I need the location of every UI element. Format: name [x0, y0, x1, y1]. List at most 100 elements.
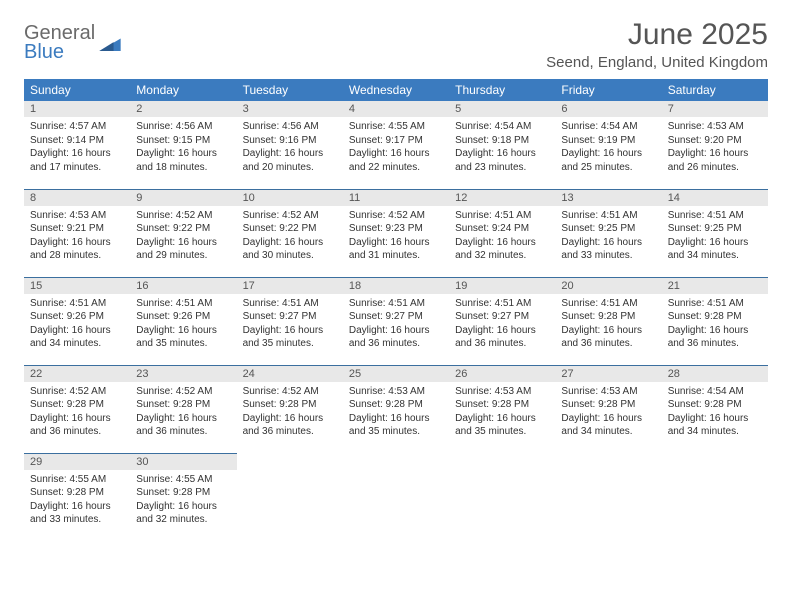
sunset-line: Sunset: 9:28 PM — [561, 310, 655, 324]
day-number: 26 — [449, 366, 555, 382]
calendar-cell: 5Sunrise: 4:54 AMSunset: 9:18 PMDaylight… — [449, 101, 555, 189]
sunset-line: Sunset: 9:28 PM — [455, 398, 549, 412]
calendar-cell: 22Sunrise: 4:52 AMSunset: 9:28 PMDayligh… — [24, 365, 130, 453]
sunset-line: Sunset: 9:17 PM — [349, 134, 443, 148]
day-number: 6 — [555, 101, 661, 117]
sunset-line: Sunset: 9:28 PM — [30, 486, 124, 500]
day-number: 17 — [237, 278, 343, 294]
day-body: Sunrise: 4:54 AMSunset: 9:28 PMDaylight:… — [662, 382, 768, 443]
day-number: 10 — [237, 190, 343, 206]
sunset-line: Sunset: 9:20 PM — [668, 134, 762, 148]
day-body: Sunrise: 4:52 AMSunset: 9:22 PMDaylight:… — [130, 206, 236, 267]
day-number: 15 — [24, 278, 130, 294]
calendar-cell: 7Sunrise: 4:53 AMSunset: 9:20 PMDaylight… — [662, 101, 768, 189]
logo: General Blue — [24, 18, 121, 62]
calendar-cell: 6 Sunrise: 4:54 AMSunset: 9:19 PMDaylight… — [555, 101, 661, 189]
sunrise-line: Sunrise: 4:52 AM — [349, 209, 443, 223]
daylight-line: Daylight: 16 hours and 36 minutes. — [243, 412, 337, 439]
logo-line2: Blue — [24, 41, 64, 63]
sunset-line: Sunset: 9:22 PM — [243, 222, 337, 236]
day-body: Sunrise: 4:55 AMSunset: 9:17 PMDaylight:… — [343, 117, 449, 178]
day-number: 25 — [343, 366, 449, 382]
day-number: 20 — [555, 278, 661, 294]
day-number: 22 — [24, 366, 130, 382]
calendar-cell: 11Sunrise: 4:52 AMSunset: 9:23 PMDayligh… — [343, 189, 449, 277]
sunset-line: Sunset: 9:26 PM — [30, 310, 124, 324]
sunset-line: Sunset: 9:28 PM — [561, 398, 655, 412]
day-body: Sunrise: 4:52 AMSunset: 9:28 PMDaylight:… — [237, 382, 343, 443]
daylight-line: Daylight: 16 hours and 36 minutes. — [561, 324, 655, 351]
day-header: Tuesday — [237, 79, 343, 101]
day-header: Thursday — [449, 79, 555, 101]
calendar-cell: 20Sunrise: 4:51 AMSunset: 9:28 PMDayligh… — [555, 277, 661, 365]
sunset-line: Sunset: 9:28 PM — [30, 398, 124, 412]
daylight-line: Daylight: 16 hours and 33 minutes. — [30, 500, 124, 527]
sunset-line: Sunset: 9:16 PM — [243, 134, 337, 148]
day-body: Sunrise: 4:51 AMSunset: 9:26 PMDaylight:… — [24, 294, 130, 355]
daylight-line: Daylight: 16 hours and 34 minutes. — [668, 236, 762, 263]
sunset-line: Sunset: 9:28 PM — [668, 398, 762, 412]
calendar-cell: 13Sunrise: 4:51 AMSunset: 9:25 PMDayligh… — [555, 189, 661, 277]
calendar-cell: 30Sunrise: 4:55 AMSunset: 9:28 PMDayligh… — [130, 453, 236, 541]
day-number: 14 — [662, 190, 768, 206]
day-body: Sunrise: 4:51 AMSunset: 9:28 PMDaylight:… — [662, 294, 768, 355]
daylight-line: Daylight: 16 hours and 36 minutes. — [349, 324, 443, 351]
day-body: Sunrise: 4:51 AMSunset: 9:26 PMDaylight:… — [130, 294, 236, 355]
calendar-cell: 9Sunrise: 4:52 AMSunset: 9:22 PMDaylight… — [130, 189, 236, 277]
sunset-line: Sunset: 9:28 PM — [668, 310, 762, 324]
sunrise-line: Sunrise: 4:51 AM — [561, 209, 655, 223]
calendar-body: 1Sunrise: 4:57 AMSunset: 9:14 PMDaylight… — [24, 101, 768, 541]
sunset-line: Sunset: 9:27 PM — [243, 310, 337, 324]
daylight-line: Daylight: 16 hours and 20 minutes. — [243, 147, 337, 174]
day-body: Sunrise: 4:51 AMSunset: 9:25 PMDaylight:… — [555, 206, 661, 267]
daylight-line: Daylight: 16 hours and 28 minutes. — [30, 236, 124, 263]
day-body: Sunrise: 4:56 AMSunset: 9:16 PMDaylight:… — [237, 117, 343, 178]
day-body: Sunrise: 4:52 AMSunset: 9:28 PMDaylight:… — [130, 382, 236, 443]
month-title: June 2025 — [546, 18, 768, 52]
daylight-line: Daylight: 16 hours and 23 minutes. — [455, 147, 549, 174]
sunrise-line: Sunrise: 4:52 AM — [243, 209, 337, 223]
calendar-cell: 21Sunrise: 4:51 AMSunset: 9:28 PMDayligh… — [662, 277, 768, 365]
day-body: Sunrise: 4:51 AMSunset: 9:27 PMDaylight:… — [343, 294, 449, 355]
sunrise-line: Sunrise: 4:54 AM — [561, 120, 655, 134]
day-number: 28 — [662, 366, 768, 382]
day-body: Sunrise: 4:53 AMSunset: 9:28 PMDaylight:… — [555, 382, 661, 443]
calendar-cell: 27Sunrise: 4:53 AMSunset: 9:28 PMDayligh… — [555, 365, 661, 453]
day-body: Sunrise: 4:55 AMSunset: 9:28 PMDaylight:… — [130, 470, 236, 531]
daylight-line: Daylight: 16 hours and 35 minutes. — [136, 324, 230, 351]
sunrise-line: Sunrise: 4:51 AM — [30, 297, 124, 311]
calendar-cell: 14Sunrise: 4:51 AMSunset: 9:25 PMDayligh… — [662, 189, 768, 277]
day-body: Sunrise: 4:53 AMSunset: 9:28 PMDaylight:… — [343, 382, 449, 443]
header: General Blue June 2025 Seend, England, U… — [24, 18, 768, 71]
daylight-line: Daylight: 16 hours and 29 minutes. — [136, 236, 230, 263]
day-body: Sunrise: 4:52 AMSunset: 9:23 PMDaylight:… — [343, 206, 449, 267]
daylight-line: Daylight: 16 hours and 35 minutes. — [243, 324, 337, 351]
sunset-line: Sunset: 9:25 PM — [561, 222, 655, 236]
sunrise-line: Sunrise: 4:55 AM — [349, 120, 443, 134]
sunrise-line: Sunrise: 4:54 AM — [668, 385, 762, 399]
daylight-line: Daylight: 16 hours and 31 minutes. — [349, 236, 443, 263]
day-number: 7 — [662, 101, 768, 117]
day-body: Sunrise: 4:51 AMSunset: 9:28 PMDaylight:… — [555, 294, 661, 355]
day-number: 27 — [555, 366, 661, 382]
day-number: 29 — [24, 454, 130, 470]
day-body: Sunrise: 4:53 AMSunset: 9:28 PMDaylight:… — [449, 382, 555, 443]
sunset-line: Sunset: 9:18 PM — [455, 134, 549, 148]
calendar-cell: 8Sunrise: 4:53 AMSunset: 9:21 PMDaylight… — [24, 189, 130, 277]
daylight-line: Daylight: 16 hours and 25 minutes. — [561, 147, 655, 174]
day-header-row: SundayMondayTuesdayWednesdayThursdayFrid… — [24, 79, 768, 101]
sunrise-line: Sunrise: 4:51 AM — [243, 297, 337, 311]
daylight-line: Daylight: 16 hours and 36 minutes. — [668, 324, 762, 351]
day-number: 19 — [449, 278, 555, 294]
calendar-week: 1Sunrise: 4:57 AMSunset: 9:14 PMDaylight… — [24, 101, 768, 189]
calendar-cell: 24Sunrise: 4:52 AMSunset: 9:28 PMDayligh… — [237, 365, 343, 453]
sunrise-line: Sunrise: 4:53 AM — [30, 209, 124, 223]
daylight-line: Daylight: 16 hours and 32 minutes. — [136, 500, 230, 527]
day-number: 18 — [343, 278, 449, 294]
calendar-cell — [555, 453, 661, 541]
day-body: Sunrise: 4:51 AMSunset: 9:24 PMDaylight:… — [449, 206, 555, 267]
sunset-line: Sunset: 9:19 PM — [561, 134, 655, 148]
calendar-cell: 26Sunrise: 4:53 AMSunset: 9:28 PMDayligh… — [449, 365, 555, 453]
sunrise-line: Sunrise: 4:52 AM — [243, 385, 337, 399]
day-body: Sunrise: 4:53 AMSunset: 9:20 PMDaylight:… — [662, 117, 768, 178]
